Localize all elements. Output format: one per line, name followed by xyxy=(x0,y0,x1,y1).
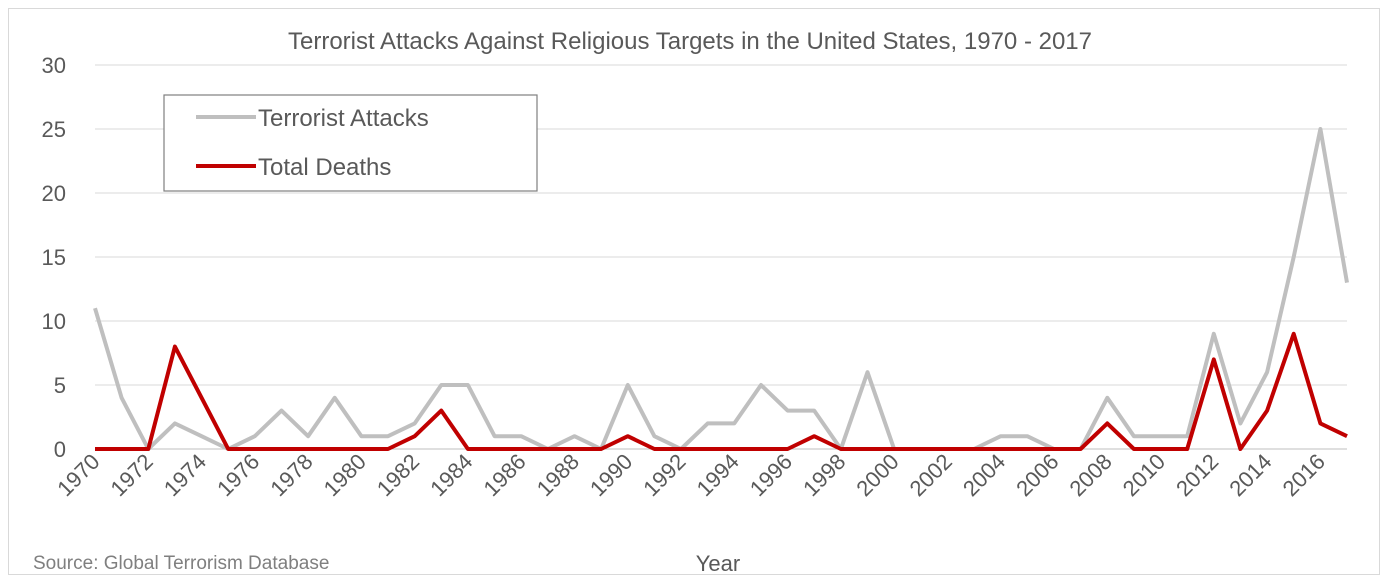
legend-label-deaths: Total Deaths xyxy=(258,154,391,181)
x-tick-label: 1992 xyxy=(638,449,690,501)
x-tick-label: 2000 xyxy=(851,449,903,501)
source-note: Source: Global Terrorism Database xyxy=(33,553,329,574)
x-tick-label: 1994 xyxy=(692,449,744,501)
y-tick-label: 25 xyxy=(42,117,66,142)
y-tick-label: 10 xyxy=(42,309,66,334)
x-tick-label: 1976 xyxy=(212,449,264,501)
series-lines xyxy=(93,127,1349,451)
x-tick-label: 2008 xyxy=(1064,449,1116,501)
x-axis-label: Year xyxy=(696,551,740,576)
x-tick-label: 1980 xyxy=(319,449,371,501)
chart-title: Terrorist Attacks Against Religious Targ… xyxy=(288,28,1092,55)
x-axis-ticks: 1970 1972 1974 1976 1978 1980 1982 1984 1986 1988… xyxy=(52,449,1330,501)
x-tick-label: 2004 xyxy=(958,449,1010,501)
x-tick-label: 1972 xyxy=(106,449,158,501)
series-line-terrorist-attacks xyxy=(93,127,1349,451)
x-tick-label: 1986 xyxy=(478,449,530,501)
x-tick-label: 1996 xyxy=(745,449,797,501)
x-tick-label: 2016 xyxy=(1278,449,1330,501)
x-tick-label: 1982 xyxy=(372,449,424,501)
y-tick-label: 0 xyxy=(54,437,66,462)
x-tick-label: 1974 xyxy=(159,449,211,501)
x-tick-label: 1998 xyxy=(798,449,850,501)
x-tick-label: 2002 xyxy=(905,449,957,501)
legend-label-attacks: Terrorist Attacks xyxy=(258,105,429,132)
y-tick-label: 30 xyxy=(42,53,66,78)
x-tick-label: 2010 xyxy=(1118,449,1170,501)
legend-box xyxy=(163,94,538,192)
y-tick-label: 15 xyxy=(42,245,66,270)
legend: Terrorist Attacks Total Deaths xyxy=(163,94,538,192)
x-tick-label: 1984 xyxy=(425,449,477,501)
x-tick-label: 1988 xyxy=(532,449,584,501)
y-tick-label: 5 xyxy=(54,373,66,398)
x-tick-label: 2012 xyxy=(1171,449,1223,501)
x-tick-label: 1978 xyxy=(265,449,317,501)
x-tick-label: 2006 xyxy=(1011,449,1063,501)
x-tick-label: 2014 xyxy=(1224,449,1276,501)
series-line-total-deaths xyxy=(95,331,1348,451)
y-axis-ticks: 0 5 10 15 20 25 30 xyxy=(42,53,66,462)
x-tick-label: 1990 xyxy=(585,449,637,501)
y-tick-label: 20 xyxy=(42,181,66,206)
